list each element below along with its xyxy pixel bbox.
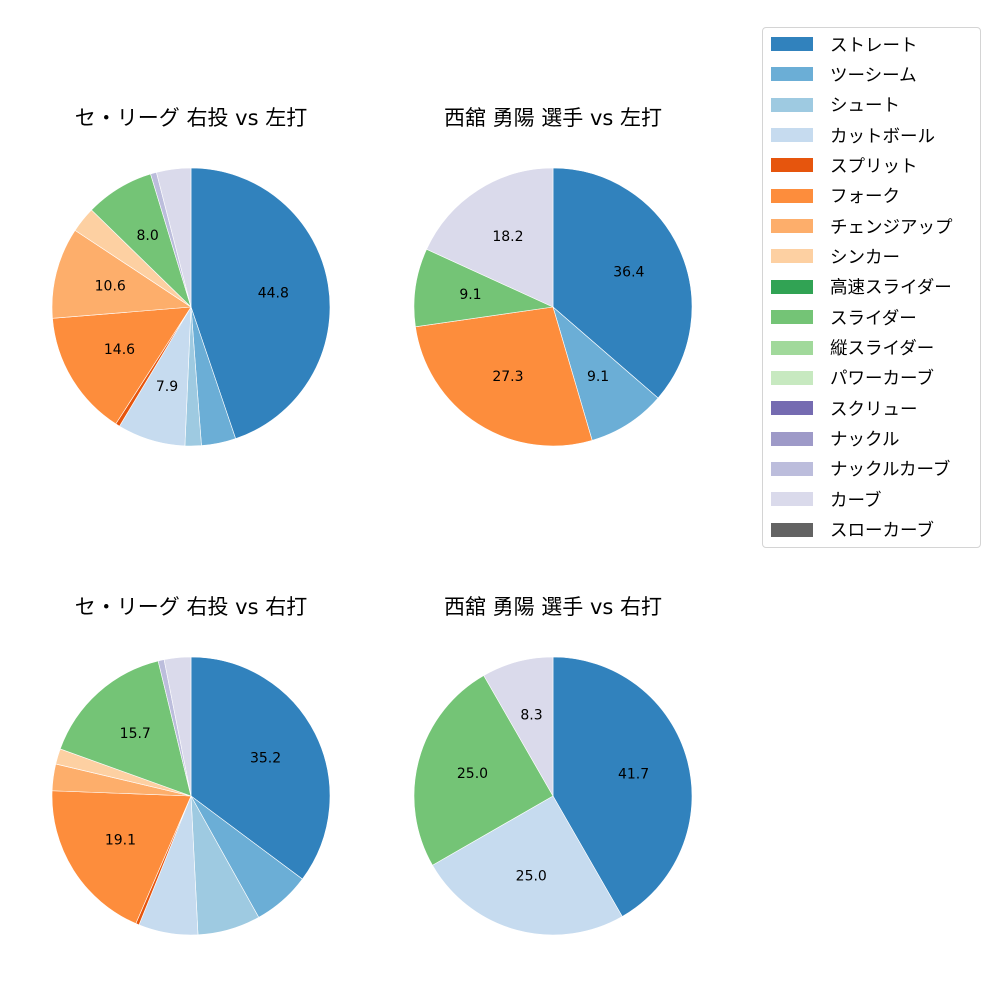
legend-label: スクリュー (830, 399, 918, 420)
legend-swatch (771, 492, 813, 507)
pie-slice (552, 167, 693, 399)
legend-label: ナックル (830, 430, 900, 451)
legend-label: カットボール (830, 126, 935, 147)
legend-item: フォーク (771, 186, 900, 208)
legend-swatch (771, 128, 813, 143)
slice-percent-label: 19.1 (105, 832, 136, 848)
legend-item: パワーカーブ (771, 368, 934, 390)
legend-label: スプリット (830, 156, 918, 177)
legend-item: 高速スライダー (771, 277, 952, 299)
slice-percent-label: 7.9 (156, 379, 178, 395)
slice-percent-label: 35.2 (250, 751, 281, 767)
legend-label: フォーク (830, 187, 900, 208)
legend-label: カーブ (830, 490, 882, 511)
pie-slice (552, 306, 659, 441)
legend-label: パワーカーブ (830, 369, 934, 390)
pie-slice (552, 656, 693, 917)
legend-swatch (771, 401, 813, 416)
legend-item: シンカー (771, 246, 900, 268)
legend-swatch (771, 340, 813, 355)
pie-slice (156, 167, 192, 308)
pie-slice (190, 167, 331, 440)
legend-swatch (771, 158, 813, 173)
slice-percent-label: 36.4 (613, 264, 644, 280)
legend-item: ツーシーム (771, 64, 917, 86)
legend-label: シュート (830, 96, 900, 117)
legend-swatch (771, 522, 813, 537)
pie-slice (413, 248, 555, 328)
legend-swatch (771, 279, 813, 294)
legend-item: ナックル (771, 429, 900, 451)
legend-label: 縦スライダー (830, 339, 935, 359)
legend-swatch (771, 249, 813, 264)
legend-label: ストレート (830, 35, 918, 56)
legend-swatch (771, 97, 813, 112)
pie-slice (59, 660, 192, 797)
legend-label: シンカー (830, 247, 900, 268)
slice-percent-label: 8.0 (137, 228, 159, 244)
chart-title-league-vs-right: セ・リーグ 右投 vs 右打 (74, 595, 308, 619)
legend-label: 高速スライダー (830, 278, 952, 299)
legend-item: ストレート (771, 34, 918, 56)
slice-percent-label: 27.3 (492, 369, 523, 385)
legend-item: スライダー (771, 307, 917, 329)
slice-percent-label: 10.6 (95, 278, 126, 294)
slice-percent-label: 25.0 (457, 766, 488, 782)
slice-percent-label: 41.7 (618, 766, 649, 782)
legend-swatch (771, 188, 813, 203)
pie-slice (190, 656, 331, 880)
slice-percent-label: 9.1 (587, 369, 609, 385)
slice-percent-label: 9.1 (459, 287, 481, 303)
slice-percent-label: 15.7 (120, 726, 151, 742)
pie-slice (483, 656, 554, 798)
legend-item: スプリット (771, 155, 918, 177)
legend-label: ツーシーム (830, 65, 917, 86)
legend: ストレートツーシームシュートカットボール スプリットフォークチェンジアップ シンカー… (762, 27, 981, 548)
legend-item: シュート (771, 95, 900, 117)
legend-swatch (771, 219, 813, 234)
slice-percent-label: 18.2 (492, 229, 523, 245)
legend-swatch (771, 67, 813, 82)
legend-item: カーブ (771, 489, 882, 511)
legend-swatch (771, 37, 813, 51)
legend-swatch (771, 310, 813, 325)
chart-title-player-vs-right: 西舘 勇陽 選手 vs 右打 (443, 595, 663, 619)
pie-slice (413, 675, 554, 866)
legend-label: チェンジアップ (830, 217, 953, 238)
pie-slice (163, 656, 192, 797)
slice-percent-label: 25.0 (516, 869, 547, 885)
legend-item: ナックルカーブ (771, 459, 951, 481)
legend-label: スローカーブ (830, 521, 934, 542)
legend-label: スライダー (830, 308, 917, 329)
slice-percent-label: 44.8 (258, 285, 289, 301)
chart-title-player-vs-left: 西舘 勇陽 選手 vs 左打 (443, 106, 663, 130)
slice-percent-label: 14.6 (104, 342, 135, 358)
legend-swatch (771, 370, 813, 385)
legend-swatch (771, 431, 813, 446)
pie-slice (415, 306, 593, 447)
legend-label: ナックルカーブ (830, 460, 951, 481)
legend-item: スクリュー (771, 398, 918, 420)
pie-slice (52, 306, 192, 425)
pie-slice (51, 790, 192, 924)
legend-item: 縦スライダー (771, 338, 935, 359)
slice-percent-label: 8.3 (520, 707, 542, 723)
pie-slice (432, 795, 623, 936)
legend-item: カットボール (771, 125, 935, 147)
legend-swatch (771, 461, 813, 476)
pie-slice (426, 167, 554, 308)
pie-slice (51, 229, 192, 319)
chart-title-league-vs-left: セ・リーグ 右投 vs 左打 (74, 106, 308, 130)
legend-item: チェンジアップ (771, 216, 953, 238)
legend-item: スローカーブ (771, 520, 934, 542)
